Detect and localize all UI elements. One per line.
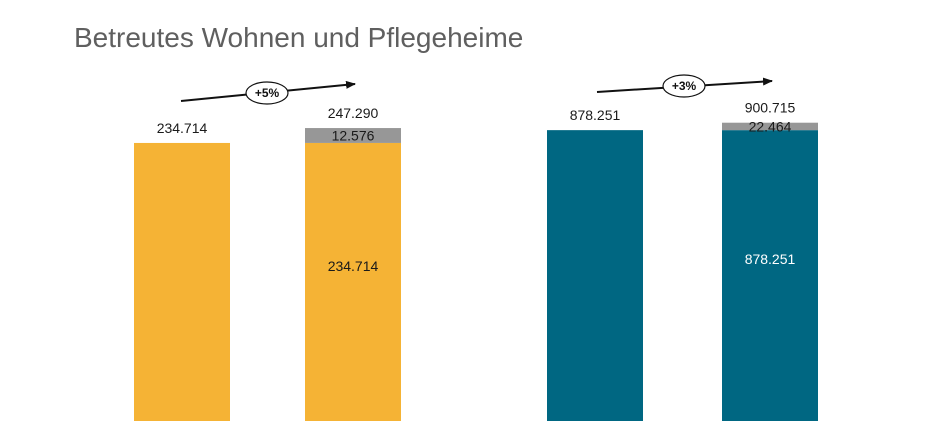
segment-label-2-2-2: 22.464 <box>749 118 792 134</box>
segment-label-2-2-1: 878.251 <box>745 251 796 267</box>
bar-segment-1-2-2 <box>305 128 401 143</box>
segment-label-1-2-2: 12.576 <box>332 128 375 144</box>
bar-segment-2-2-2 <box>722 122 818 131</box>
bar-segment-2-2-1 <box>722 130 818 421</box>
bar-segment-1-1-1 <box>134 142 230 421</box>
change-label-2: +3% <box>672 79 697 93</box>
bar-total-label-2-2: 900.715 <box>745 100 796 116</box>
chart-title: Betreutes Wohnen und Pflegeheime <box>74 22 524 53</box>
bar-segment-2-1-1 <box>547 130 643 421</box>
bar-total-label-1-1: 234.714 <box>157 120 208 136</box>
bar-total-label-1-2: 247.290 <box>328 105 379 121</box>
segment-label-1-2-1: 234.714 <box>328 258 379 274</box>
bar-segment-1-2-1 <box>305 142 401 421</box>
change-badge-1 <box>245 81 289 105</box>
bar-total-label-2-1: 878.251 <box>570 107 621 123</box>
change-label-1: +5% <box>255 86 280 100</box>
change-badge-2 <box>662 74 706 98</box>
